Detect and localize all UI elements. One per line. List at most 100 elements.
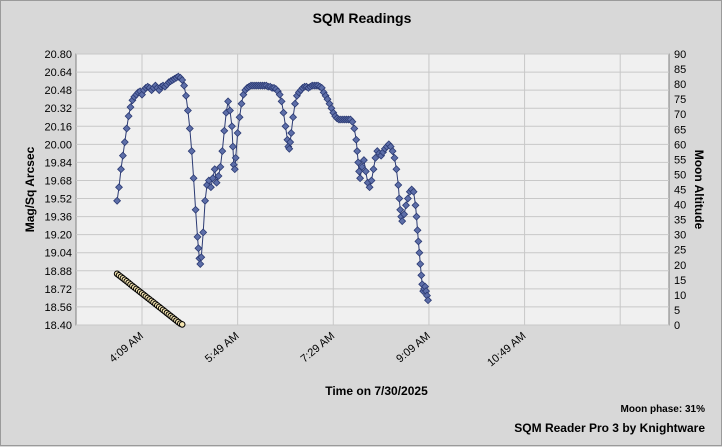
- y2-tick-label: 15: [674, 275, 686, 287]
- sqm-point: [212, 178, 221, 187]
- y2-tick-label: 10: [674, 290, 686, 302]
- x-tick-label: 5:49 AM: [203, 330, 242, 365]
- sqm-point: [409, 187, 418, 196]
- sqm-point: [414, 237, 423, 246]
- sqm-point: [402, 201, 410, 210]
- sqm-point: [417, 271, 426, 280]
- y-tick-label: 19.20: [44, 230, 72, 242]
- sqm-point: [394, 181, 403, 189]
- y-axis-label: Mag/Sq Arcsec: [23, 146, 37, 232]
- y-tick-label: 18.72: [44, 284, 72, 296]
- sqm-point: [191, 205, 200, 214]
- sqm-point: [279, 108, 288, 117]
- sqm-point: [201, 196, 210, 205]
- sqm-point: [235, 113, 244, 122]
- x-axis: 4:09 AM 5:49 AM 7:29 AM 9:09 AM 10:49 AM: [107, 330, 528, 369]
- y2-tick-label: 20: [674, 260, 686, 272]
- sqm-point: [286, 138, 295, 147]
- x-tick-label: 7:29 AM: [299, 330, 338, 365]
- sqm-point: [197, 253, 206, 262]
- sqm-point: [117, 165, 125, 174]
- x-axis-label: Time on 7/30/2025: [325, 384, 428, 398]
- sqm-point: [196, 260, 205, 268]
- y-tick-label: 19.36: [44, 212, 72, 224]
- sqm-point: [126, 103, 135, 112]
- sqm-point: [208, 174, 217, 183]
- y2-tick-label: 40: [674, 200, 686, 212]
- sqm-point: [353, 147, 362, 156]
- sqm-point: [392, 165, 401, 174]
- sqm-point: [199, 228, 208, 237]
- sqm-point: [413, 226, 422, 235]
- moon-point: [178, 321, 186, 328]
- sqm-point: [348, 117, 357, 126]
- sqm-point: [210, 165, 219, 174]
- sqm-point: [182, 91, 190, 100]
- sqm-point: [180, 81, 189, 90]
- y-tick-label: 19.68: [44, 175, 72, 187]
- sqm-point: [218, 147, 227, 156]
- y2-tick-label: 5: [674, 305, 680, 317]
- sqm-point: [358, 162, 366, 171]
- y2-tick-label: 60: [674, 139, 686, 151]
- sqm-point: [354, 158, 363, 167]
- sqm-point: [237, 99, 246, 108]
- sqm-point: [193, 232, 202, 241]
- y-tick-label: 20.00: [44, 139, 72, 151]
- sqm-point: [206, 183, 215, 192]
- sqm-point: [411, 201, 420, 210]
- y-tick-label: 20.32: [44, 103, 72, 115]
- y2-tick-label: 85: [674, 64, 686, 76]
- y-axis-right: 0 5 10 15 20 25 30 35 40 45 50 55 60 65 70 75 80 85 90: [674, 49, 686, 332]
- y2-tick-label: 25: [674, 245, 686, 257]
- sqm-point: [120, 138, 129, 147]
- sqm-point: [118, 151, 127, 160]
- y2-tick-label: 50: [674, 169, 686, 181]
- moon-phase-label: Moon phase: 31%: [620, 404, 705, 415]
- sqm-point: [361, 167, 370, 176]
- sqm-point: [415, 248, 424, 257]
- sqm-point: [281, 122, 290, 131]
- sqm-point: [285, 144, 294, 153]
- sqm-point: [369, 165, 378, 174]
- y-tick-label: 20.64: [44, 67, 72, 79]
- y2-tick-label: 80: [674, 79, 686, 91]
- sqm-point: [412, 212, 421, 221]
- sqm-point: [214, 172, 223, 180]
- sqm-point: [187, 147, 196, 156]
- sqm-point: [115, 183, 123, 192]
- chart-title: SQM Readings: [312, 10, 412, 26]
- sqm-point: [183, 106, 192, 115]
- y2-tick-label: 65: [674, 124, 686, 136]
- sqm-point: [185, 124, 194, 133]
- sqm-point: [233, 129, 242, 137]
- sqm-point: [400, 210, 409, 219]
- sqm-point: [365, 183, 374, 192]
- sqm-point: [277, 97, 286, 106]
- sqm-point: [396, 205, 405, 214]
- y-tick-label: 19.52: [44, 194, 72, 206]
- sqm-point: [424, 296, 432, 305]
- sqm-point: [352, 135, 361, 144]
- sqm-point: [356, 174, 365, 183]
- sqm-point: [226, 106, 234, 115]
- sqm-point: [230, 165, 239, 174]
- sqm-point: [291, 99, 299, 108]
- y2-tick-label: 90: [674, 49, 686, 61]
- moon-series: [113, 270, 186, 328]
- sqm-point: [367, 176, 376, 185]
- sqm-point: [403, 194, 412, 203]
- sqm-point: [359, 156, 368, 165]
- y-tick-label: 18.56: [44, 302, 72, 314]
- sqm-point: [189, 174, 198, 183]
- sqm-point: [178, 76, 187, 84]
- sqm-point: [355, 167, 364, 176]
- sqm-point: [224, 97, 233, 106]
- sqm-point: [371, 153, 380, 162]
- x-tick-label: 4:09 AM: [107, 330, 146, 365]
- plot-area: [75, 53, 670, 326]
- sqm-point: [228, 142, 237, 151]
- y2-tick-label: 0: [674, 320, 680, 332]
- credit-label: SQM Reader Pro 3 by Knightware: [514, 421, 705, 435]
